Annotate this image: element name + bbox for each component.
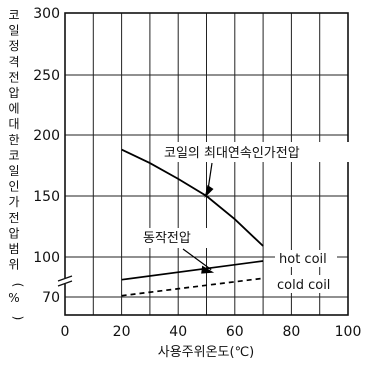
annotation-arrowhead [204,185,214,198]
y-axis-label-char: 전 [8,211,19,225]
y-tick-label: 100 [33,250,60,266]
annotation-hot-coil: hot coil [279,252,327,267]
y-axis-label-char: ) [11,316,25,321]
annotation-arrowhead [201,265,215,274]
x-tick-label: 0 [61,324,70,340]
y-axis-label-char: 범 [8,242,19,256]
y-axis-label-char: 가 [8,195,19,209]
y-tick-label: 300 [33,6,60,22]
x-tick-label: 20 [113,324,131,340]
y-axis-label-char: 정 [8,39,19,53]
y-axis-label-char: % [8,291,19,305]
series-line-hot-coil [121,260,264,281]
y-axis-label-char: 일 [8,24,19,38]
y-axis-label-char: 전 [8,70,19,84]
annotation-arrow-shaft [182,248,212,271]
series-line-max-continuous-voltage [121,148,264,247]
y-tick-label: 250 [33,68,60,84]
annotation-background [275,275,337,293]
y-tick-label: 150 [33,189,60,205]
annotation-background [160,142,360,162]
x-tick-label: 80 [282,324,300,340]
y-axis-label-char: 인 [8,180,19,194]
x-axis-label: 사용주위온도(℃) [158,345,255,360]
plot-frame [64,12,349,316]
y-tick-label: 200 [33,128,60,144]
y-axis-label-char: 한 [8,133,19,147]
y-axis-label-char: 에 [8,102,19,116]
annotation-background [275,250,337,267]
y-axis-label-char: 일 [8,164,19,178]
x-tick-label: 60 [226,324,244,340]
y-axis-label-char: ( [11,283,25,288]
y-axis-label-char: 위 [8,258,19,272]
y-axis-label-char: 압 [8,86,19,100]
y-axis-label-char: 코 [8,8,19,22]
annotation-max-continuous-voltage: 코일의 최대연속인가전압 [164,146,300,161]
y-axis-label-char: 코 [8,148,19,162]
series-lines [121,148,264,297]
tick-labels: 0 20 40 60 80 100 300 250 200 150 100 70 [33,6,361,340]
annotation-cold-coil: cold coil [277,278,330,293]
y-axis-label-char: 대 [8,117,19,131]
y-axis-label-char: 압 [8,226,19,240]
x-tick-label: 100 [335,324,362,340]
annotation-operating-voltage: 동작전압 [143,231,191,246]
annotation-background [138,228,216,248]
y-axis-label-char: 격 [8,55,19,69]
axis-break-marker [57,275,73,287]
y-tick-label: 70 [42,290,60,306]
series-line-cold-coil [121,277,264,297]
x-tick-label: 40 [169,324,187,340]
